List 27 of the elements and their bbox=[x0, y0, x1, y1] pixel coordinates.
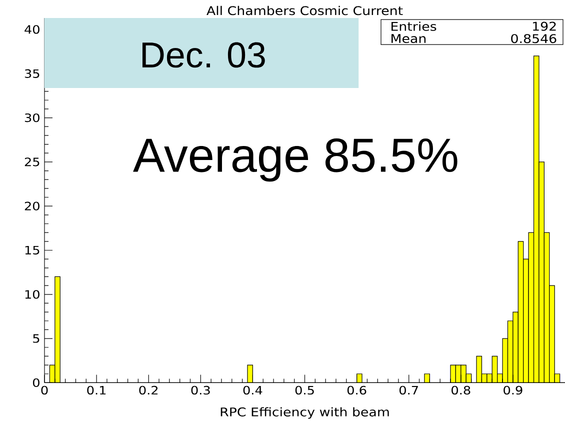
x-axis-title: RPC Efficiency with beam bbox=[220, 407, 389, 419]
annotation: Entries bbox=[392, 22, 436, 31]
x-tick-label: 0.8 bbox=[452, 386, 470, 395]
y-tick-label: 0 bbox=[32, 378, 40, 388]
annotation: Average 85.5% bbox=[133, 138, 458, 182]
x-tick-label: 0.4 bbox=[243, 386, 262, 395]
x-tick-label: 0 bbox=[41, 386, 48, 395]
y-tick-label: 35 bbox=[24, 69, 40, 78]
y-tick-label: 10 bbox=[25, 290, 40, 299]
x-tick-label: 0.7 bbox=[399, 386, 418, 395]
x-tick-label: 0.2 bbox=[139, 386, 158, 395]
y-tick-label: 25 bbox=[24, 158, 40, 166]
x-tick-label: 0.6 bbox=[347, 386, 366, 395]
annotation: 192 bbox=[533, 22, 556, 31]
y-tick-label: 40 bbox=[24, 25, 40, 34]
y-tick-label: 5 bbox=[33, 334, 40, 343]
annotation: 0.8546 bbox=[511, 34, 556, 44]
x-tick-label: 0.5 bbox=[295, 386, 314, 395]
chart-title: All Chambers Cosmic Current bbox=[206, 6, 403, 16]
x-tick-label: 0.1 bbox=[87, 386, 106, 395]
x-tick-label: 0.3 bbox=[191, 386, 210, 395]
y-tick-label: 20 bbox=[24, 202, 40, 210]
y-tick-label: 30 bbox=[24, 113, 40, 122]
y-tick-label: 15 bbox=[25, 246, 40, 254]
annotation: Dec. 03 bbox=[142, 42, 265, 68]
x-tick-label: 0.9 bbox=[504, 386, 522, 395]
annotation: Mean bbox=[392, 34, 426, 44]
